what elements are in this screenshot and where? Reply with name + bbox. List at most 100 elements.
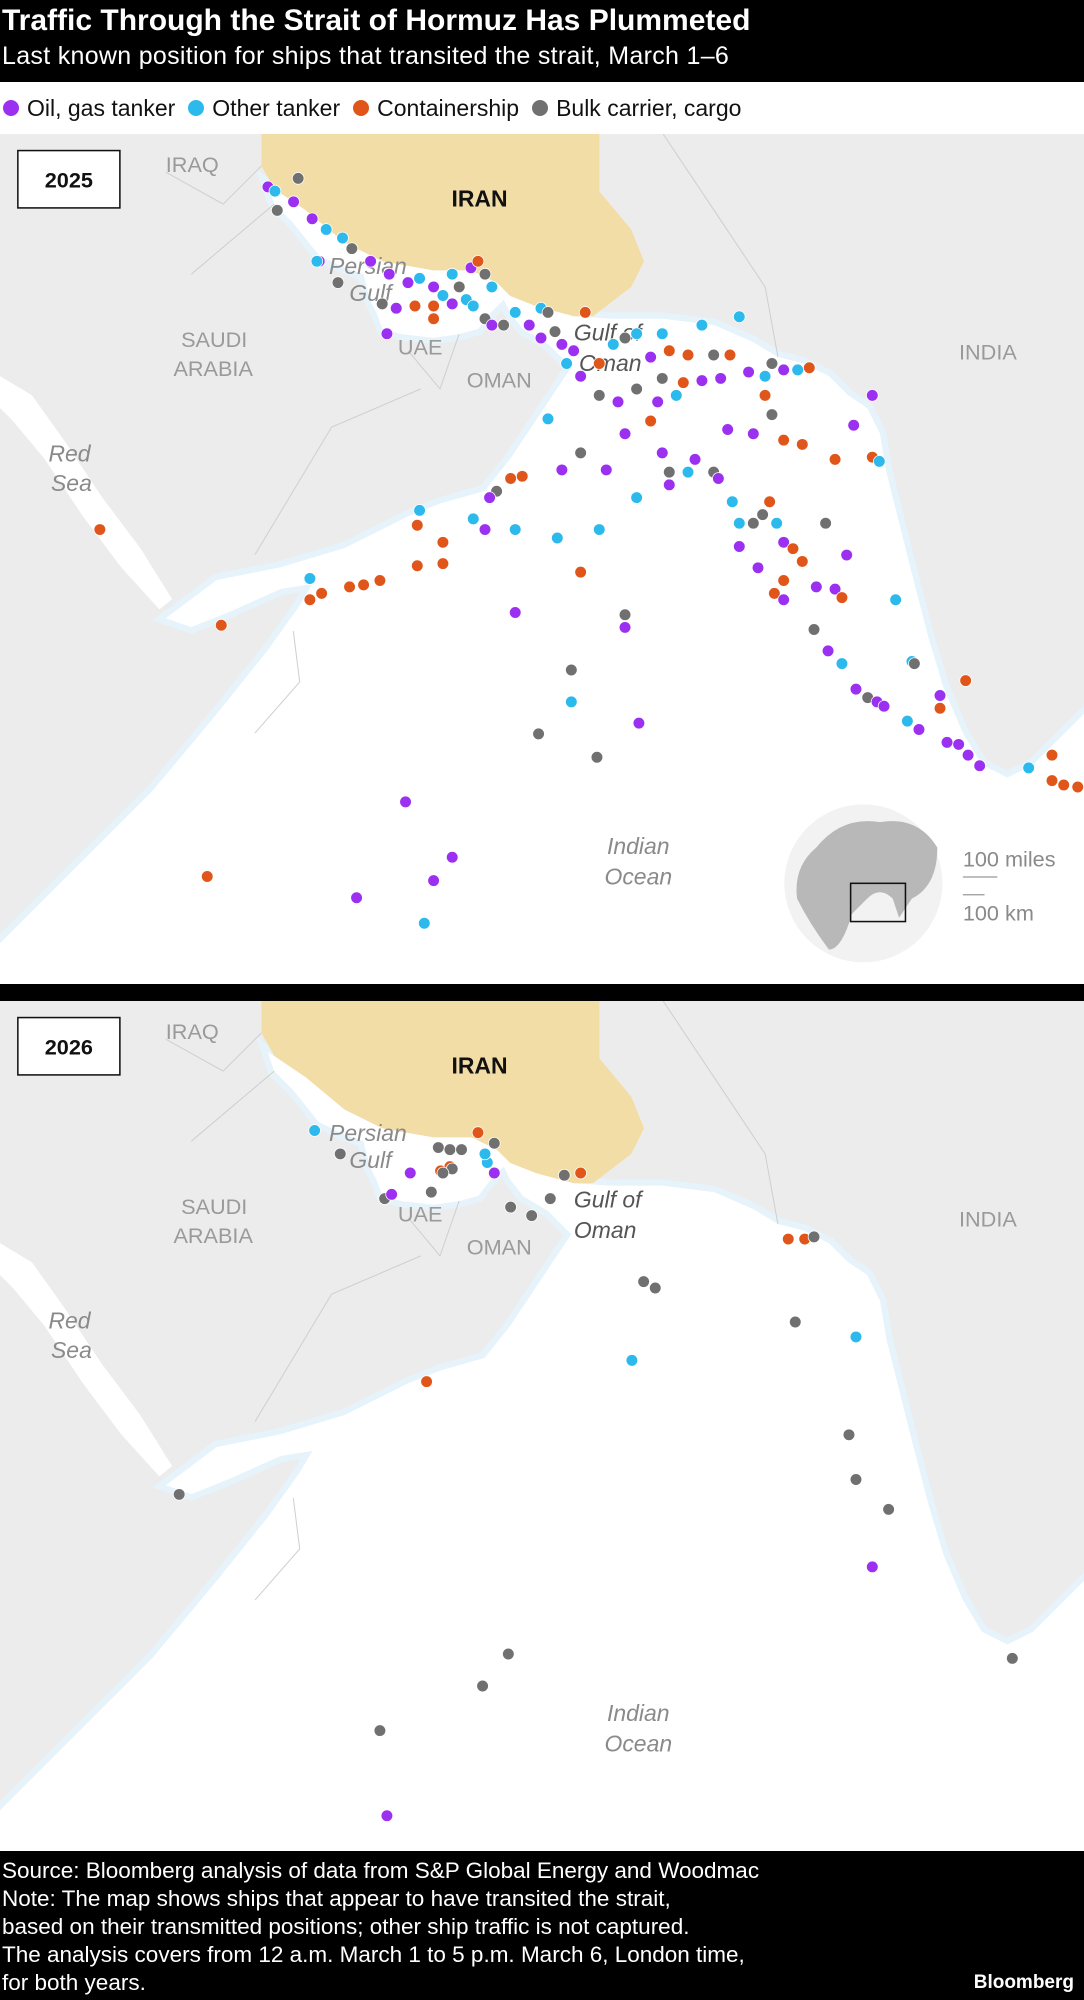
ship-dot-oil <box>751 561 765 575</box>
ship-dot-container <box>343 580 356 594</box>
ship-dot-container <box>796 555 809 568</box>
legend-label: Bulk carrier, cargo <box>556 94 742 121</box>
ship-dot-other <box>733 516 746 530</box>
ship-dot-oil <box>522 318 536 332</box>
label-indian: Indian <box>607 833 670 859</box>
ship-dot-oil <box>401 276 415 289</box>
ship-dot-bulk <box>497 318 510 332</box>
legend-label: Oil, gas tanker <box>27 94 176 121</box>
ship-dot-container <box>1071 780 1084 794</box>
ship-dot-other <box>630 491 643 504</box>
ship-dot-bulk <box>707 348 720 362</box>
ship-dot-oil <box>618 427 632 440</box>
ship-dot-container <box>777 574 790 587</box>
ship-dot-oil <box>777 536 790 549</box>
ship-dot-container <box>408 299 422 313</box>
ship-dot-container <box>758 389 772 402</box>
scale-km: 100 km <box>963 900 1034 925</box>
ship-dot-other <box>670 389 683 402</box>
ship-dot-container <box>828 453 842 466</box>
note-text: Note: The map shows ships that appear to… <box>2 1886 671 1911</box>
ship-dot-bulk <box>747 516 760 530</box>
globe-land <box>796 821 938 950</box>
label-uae: UAE <box>398 334 443 359</box>
ship-dot-oil <box>688 453 702 466</box>
ship-dot-container <box>803 361 816 374</box>
locator-box <box>849 882 907 923</box>
label-sea: Sea <box>51 470 92 496</box>
ship-dot-oil <box>632 716 646 730</box>
ship-dot-oil <box>695 374 709 387</box>
ship-dot-other <box>508 306 522 319</box>
ship-dot-oil <box>399 795 412 809</box>
ship-dot-other <box>308 1124 321 1137</box>
legend: Oil, gas tanker Other tanker Containersh… <box>0 82 1084 134</box>
ship-dot-oil <box>840 548 853 562</box>
borders <box>165 1001 779 1601</box>
ship-dot-other <box>889 593 902 607</box>
ship-dot-oil <box>287 195 300 209</box>
ship-dot-other <box>413 504 426 517</box>
ship-dot-oil <box>777 593 790 607</box>
bloomberg-logo: Bloomberg <box>973 1972 1074 1993</box>
ship-dot-oil <box>810 580 823 594</box>
ship-dot-oil <box>747 427 760 440</box>
ship-dot-other <box>726 495 739 509</box>
ship-dot-container <box>411 559 424 572</box>
ship-dot-bulk <box>637 1275 650 1288</box>
red-sea <box>0 1243 173 1477</box>
ship-dot-bulk <box>789 1315 802 1329</box>
ship-dot-bulk <box>882 1503 895 1516</box>
ship-dot-container <box>677 376 690 389</box>
ship-dot-oil <box>651 395 664 409</box>
ship-dot-bulk <box>765 357 779 370</box>
iran-region <box>261 1001 645 1184</box>
ship-dot-container <box>1045 748 1059 762</box>
ship-dot-bulk <box>558 1168 571 1182</box>
year-label: 2025 <box>45 168 93 193</box>
ship-dot-other <box>560 357 573 370</box>
label-saudi: SAUDI <box>181 1194 247 1219</box>
ship-dot-other <box>467 299 480 313</box>
ship-dot-other <box>625 1354 639 1367</box>
ship-dot-container <box>723 348 737 362</box>
ship-dot-container <box>471 255 485 268</box>
legend-dot-icon <box>188 100 205 116</box>
ship-dot-other <box>835 657 849 670</box>
ship-dot-bulk <box>478 267 492 281</box>
year-box: 2026 <box>17 1016 121 1076</box>
ship-dot-oil <box>733 540 746 553</box>
label-oman-sea: Oman <box>579 350 641 376</box>
label-iran: IRAN <box>451 1053 507 1079</box>
ship-dot-container <box>933 701 947 715</box>
ship-dot-other <box>310 255 324 268</box>
ship-dot-bulk <box>436 1166 450 1180</box>
ship-dot-container <box>420 1375 433 1388</box>
ship-dot-bulk <box>908 657 921 670</box>
label-arabia: ARABIA <box>173 1223 253 1248</box>
ship-dot-container <box>835 591 849 604</box>
ship-dot-bulk <box>331 276 345 289</box>
ship-dot-other <box>418 916 431 930</box>
ship-dot-oil <box>712 472 725 485</box>
label-red: Red <box>48 441 91 467</box>
ship-dot-container <box>782 1232 795 1246</box>
ship-dot-other <box>478 1147 492 1161</box>
map-svg: IRAQ IRAN Persian Gulf SAUDI ARABIA UAE … <box>0 1001 1084 1851</box>
ship-dot-container <box>959 674 972 687</box>
chart-subtitle: Last known position for ships that trans… <box>2 42 730 70</box>
ship-dot-oil <box>555 463 569 477</box>
ship-dot-bulk <box>593 389 606 402</box>
ship-dot-container <box>574 565 587 579</box>
iran-region <box>261 134 645 317</box>
ship-dot-container <box>663 344 676 358</box>
label-arabia: ARABIA <box>173 356 253 381</box>
ship-dot-bulk <box>842 1428 856 1442</box>
ship-dot-container <box>427 312 440 326</box>
ship-dot-bulk <box>432 1141 445 1154</box>
ship-dot-other <box>758 370 772 383</box>
ship-dot-oil <box>777 363 790 377</box>
label-ocean: Ocean <box>604 1731 672 1757</box>
label-india: INDIA <box>959 1207 1017 1232</box>
map-2026: IRAQ IRAN Persian Gulf SAUDI ARABIA UAE … <box>0 1001 1084 1851</box>
